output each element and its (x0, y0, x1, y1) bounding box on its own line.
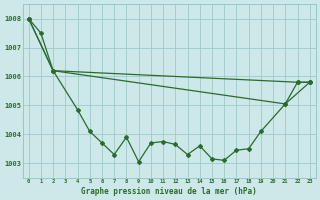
X-axis label: Graphe pression niveau de la mer (hPa): Graphe pression niveau de la mer (hPa) (81, 187, 257, 196)
